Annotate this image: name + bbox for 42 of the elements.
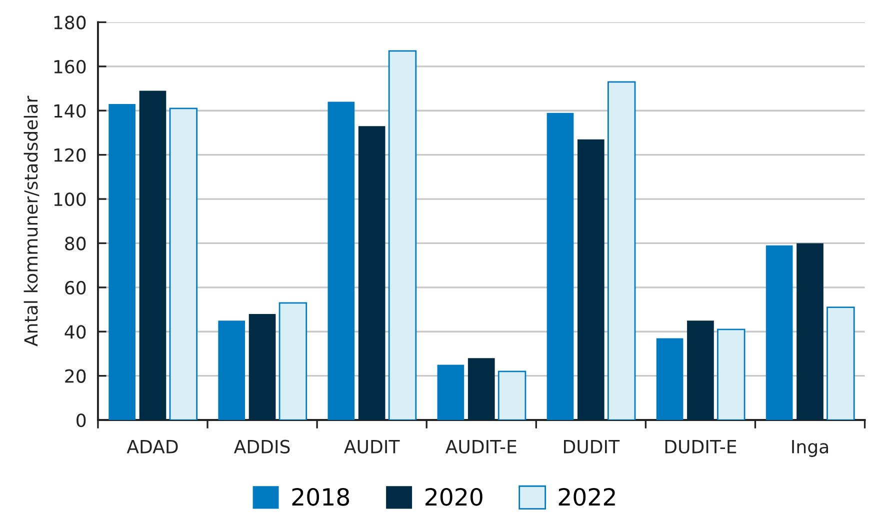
legend-label: 2022	[558, 488, 615, 506]
x-tick-label: Inga	[792, 440, 828, 457]
bar	[388, 50, 417, 420]
y-tick-label: 180	[54, 16, 86, 30]
y-tick-label: 60	[65, 280, 86, 295]
bar	[218, 320, 246, 420]
x-tick-label: DUDIT	[564, 440, 620, 454]
bar	[468, 358, 495, 420]
y-tick-label: 120	[54, 148, 86, 162]
x-tick-label: AUDIT-E	[445, 440, 516, 454]
bar	[169, 108, 198, 420]
x-tick-label: DUDIT-E	[665, 440, 736, 454]
bar	[796, 243, 824, 420]
x-tick-label: ADAD	[126, 440, 178, 454]
y-tick-label: 40	[64, 325, 86, 339]
bar	[437, 364, 464, 420]
bar	[278, 302, 308, 420]
bar	[826, 306, 855, 420]
bar	[328, 102, 355, 420]
x-tick-label: AUDIT	[344, 440, 400, 454]
bar	[546, 112, 574, 420]
x-tick-label: ADDIS	[234, 440, 290, 454]
y-tick-label: 0	[76, 413, 86, 428]
y-tick-label: 80	[65, 236, 86, 250]
bar	[139, 90, 166, 420]
y-tick-label: 140	[54, 104, 86, 118]
y-tick-label: 20	[65, 369, 86, 383]
bar	[498, 370, 526, 420]
bar	[248, 314, 276, 420]
y-tick-label: 100	[54, 192, 86, 206]
bar	[108, 104, 136, 420]
y-axis-title: Antal kommuner/stadsdelar	[24, 96, 40, 346]
bar	[717, 328, 746, 420]
bar	[577, 139, 604, 420]
y-tick-label: 160	[54, 60, 86, 74]
bar	[766, 245, 793, 420]
bar	[607, 81, 636, 420]
legend-label: 2020	[426, 488, 482, 506]
bar	[656, 338, 684, 420]
bar	[358, 126, 386, 420]
legend-label: 2018	[292, 488, 350, 506]
bar	[687, 320, 714, 420]
